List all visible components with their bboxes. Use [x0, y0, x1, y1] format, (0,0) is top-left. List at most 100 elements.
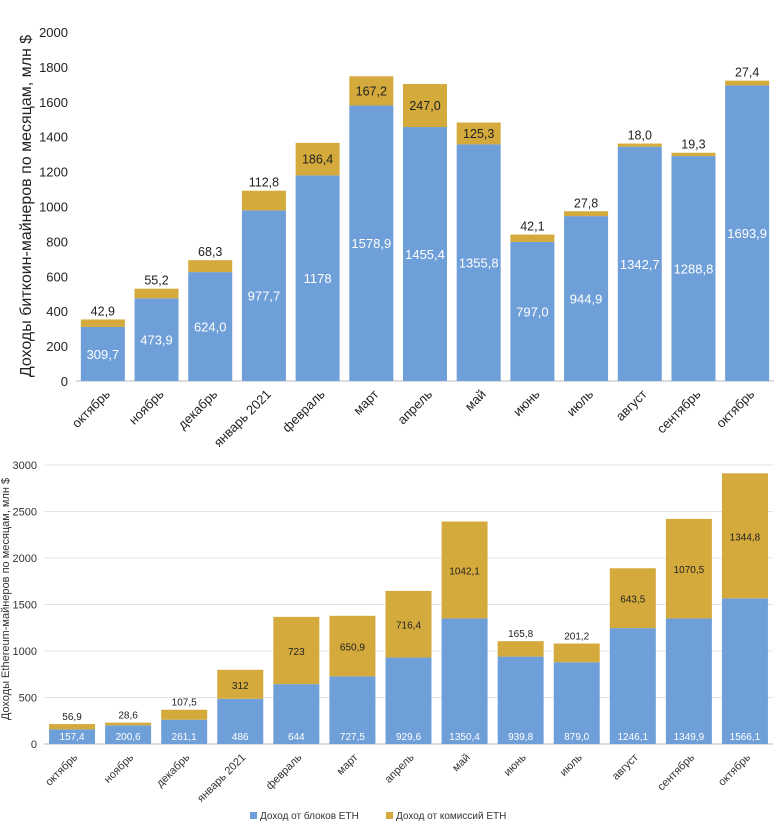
bitcoin-chart-value-label-base: 473,9 [140, 333, 173, 348]
ethereum-chart-value-label-base: 261,1 [172, 732, 197, 743]
bitcoin-chart-value-label-top: 27,4 [735, 66, 759, 80]
bitcoin-chart-x-tick-label: февраль [279, 386, 328, 435]
ethereum-chart-bar-base [497, 656, 544, 744]
ethereum-chart-bar-top [273, 616, 320, 685]
legend: Доход от блоков ETH Доход от комиссий ET… [250, 810, 506, 822]
bitcoin-chart-bar-top [295, 142, 340, 176]
bitcoin-chart-value-label-base: 309,7 [87, 347, 120, 362]
bitcoin-chart-x-tick-label: ноябрь [126, 386, 167, 427]
bitcoin-chart-value-label-top: 27,8 [574, 196, 598, 210]
bitcoin-chart-x-tick-label: январь 2021 [211, 387, 274, 447]
bitcoin-chart-value-label-top: 186,4 [302, 153, 333, 167]
bitcoin-chart-bar-top [188, 260, 233, 273]
bitcoin-chart-value-label-base: 1288,8 [674, 262, 714, 277]
ethereum-chart-y-tick-label: 1000 [13, 646, 37, 658]
ethereum-miners-revenue-chart: Доходы Ethereum-майнеров по месяцам, млн… [0, 460, 773, 822]
ethereum-chart-x-tick-label: ноябрь [102, 751, 136, 785]
bitcoin-chart-bar-base [349, 105, 394, 382]
bitcoin-chart-y-tick-label: 0 [61, 374, 68, 389]
legend-label-fees: Доход от комиссий ETH [396, 811, 506, 822]
bitcoin-chart-value-label-base: 1455,4 [405, 247, 445, 262]
bitcoin-chart-value-label-top: 55,2 [144, 274, 168, 288]
ethereum-chart-value-label-top: 1070,5 [674, 565, 705, 576]
bitcoin-chart-y-tick-label: 200 [46, 339, 68, 354]
legend-swatch-fees [386, 812, 393, 819]
bitcoin-chart-y-axis-label: Доходы биткоин-майнеров по месяцам, млн … [18, 35, 35, 377]
ethereum-chart-bar-base [721, 598, 768, 744]
bitcoin-chart-value-label-top: 167,2 [356, 84, 387, 98]
ethereum-chart-bar-top [161, 709, 208, 720]
bitcoin-chart-bar-top [510, 234, 555, 242]
ethereum-chart-x-tick-label: март [335, 752, 361, 778]
bitcoin-chart-bar-top [725, 80, 770, 86]
bitcoin-chart-x-tick-label: декабрь [175, 386, 221, 432]
ethereum-chart-bar-top [721, 473, 768, 599]
bitcoin-chart-y-tick-label: 1000 [39, 200, 68, 215]
bitcoin-chart-value-label-base: 797,0 [516, 304, 549, 319]
ethereum-chart-x-tick-label: октябрь [716, 751, 753, 788]
ethereum-chart-bar-base [441, 618, 488, 744]
bitcoin-chart-bar-base [617, 146, 662, 381]
ethereum-chart-y-tick-label: 0 [31, 739, 37, 751]
ethereum-chart-value-label-top: 723 [288, 647, 305, 658]
ethereum-chart-bar-base [49, 729, 96, 744]
ethereum-chart-x-tick-label: май [450, 752, 473, 775]
bitcoin-chart-bar-top [80, 319, 125, 327]
bitcoin-chart-y-tick-label: 800 [46, 234, 68, 249]
ethereum-chart-x-tick-label: апрель [383, 751, 417, 785]
ethereum-chart-value-label-top: 1042,1 [449, 566, 480, 577]
ethereum-chart-value-label-base: 929,6 [396, 732, 421, 743]
bitcoin-chart-bar-base [295, 175, 340, 381]
bitcoin-chart-x-tick-label: май [462, 387, 489, 414]
bitcoin-chart-bar-base [510, 241, 555, 381]
bitcoin-chart-y-tick-label: 600 [46, 269, 68, 284]
ethereum-chart-bar-base [609, 628, 656, 744]
bitcoin-chart-value-label-top: 247,0 [409, 99, 440, 113]
ethereum-chart-bar-base [385, 657, 432, 744]
bitcoin-chart-bar-top [564, 211, 609, 217]
bitcoin-chart-x-tick-label: апрель [394, 386, 435, 427]
ethereum-chart-x-tick-label: январь 2021 [195, 752, 248, 805]
ethereum-chart-value-label-top: 312 [232, 681, 249, 692]
ethereum-chart-value-label-top: 56,9 [62, 712, 82, 723]
ethereum-chart-value-label-base: 200,6 [116, 732, 141, 743]
ethereum-chart-x-tick-label: июль [558, 751, 585, 778]
bitcoin-chart-x-tick-label: октябрь [69, 386, 113, 430]
ethereum-chart-bar-base [105, 725, 152, 744]
ethereum-chart-value-label-top: 716,4 [396, 621, 421, 632]
ethereum-chart-value-label-base: 879,0 [564, 732, 589, 743]
bitcoin-chart-value-label-base: 1178 [304, 271, 332, 286]
ethereum-chart-value-label-base: 1246,1 [618, 732, 649, 743]
bitcoin-chart-value-label-base: 1355,8 [459, 256, 499, 271]
bitcoin-chart-bar-base [456, 144, 501, 381]
bitcoin-chart-value-label-base: 1578,9 [351, 236, 391, 251]
ethereum-chart-y-tick-label: 500 [19, 693, 37, 705]
ethereum-chart-x-tick-label: июнь [502, 751, 529, 778]
ethereum-chart-y-tick-label: 1500 [13, 600, 37, 612]
bitcoin-chart-bar-base [564, 216, 609, 381]
ethereum-chart-bar-top [497, 641, 544, 657]
ethereum-chart-bar-top [609, 568, 656, 629]
ethereum-chart-value-label-top: 650,9 [340, 643, 365, 654]
ethereum-chart-bar-base [665, 618, 712, 744]
bitcoin-chart-x-tick-label: июнь [510, 386, 543, 419]
ethereum-chart-bar-top [385, 590, 432, 658]
bitcoin-chart-value-label-base: 624,0 [194, 320, 227, 335]
ethereum-chart-bar-base [329, 676, 376, 744]
bitcoin-chart-bar-top [349, 76, 394, 106]
ethereum-chart-bar-base [553, 662, 600, 744]
ethereum-chart-bar-top [329, 615, 376, 677]
legend-swatch-blocks [250, 812, 257, 819]
bitcoin-chart-value-label-top: 112,8 [249, 176, 279, 190]
ethereum-chart-x-tick-label: сентябрь [655, 751, 697, 793]
ethereum-chart-value-label-base: 1350,4 [449, 732, 480, 743]
bitcoin-chart-bar-base [134, 298, 179, 381]
ethereum-chart-value-label-top: 1344,8 [730, 532, 761, 543]
bitcoin-chart-value-label-top: 125,3 [463, 127, 494, 141]
bitcoin-chart-x-tick-label: август [613, 386, 650, 423]
bitcoin-chart-value-label-base: 1693,9 [727, 226, 767, 241]
ethereum-chart-y-tick-label: 2000 [13, 553, 37, 565]
bitcoin-chart-x-tick-label: март [350, 386, 381, 417]
ethereum-chart-bar-top [49, 724, 96, 730]
bitcoin-chart-bar-top [456, 122, 501, 145]
